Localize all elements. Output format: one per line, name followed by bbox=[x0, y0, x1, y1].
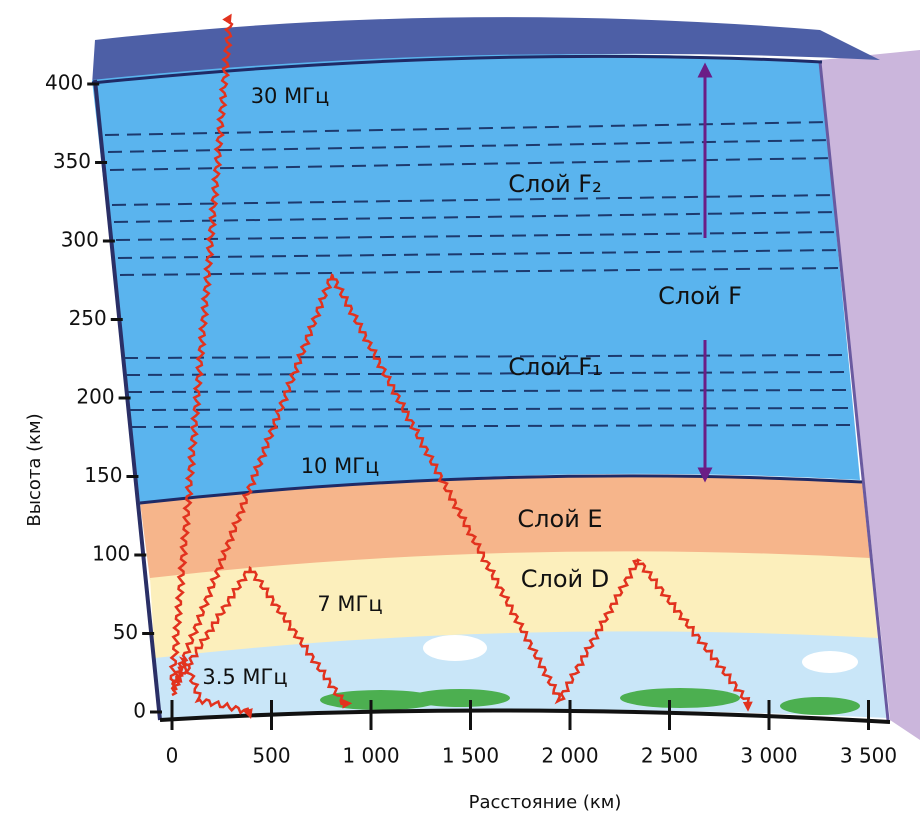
wave bbox=[171, 273, 753, 712]
y-tick-label: 400 bbox=[45, 71, 83, 95]
layer-label: Слой F bbox=[658, 282, 742, 310]
y-tick-label: 100 bbox=[92, 542, 130, 566]
x-tick-label: 3 000 bbox=[740, 744, 797, 768]
ticks: 0 50 100 150 200 250 300 350 400 0 500 1 000 1 500 2 … bbox=[45, 71, 897, 768]
wave-label: 10 МГц bbox=[301, 454, 380, 478]
x-axis-label: Расстояние (км) bbox=[469, 792, 622, 813]
wave bbox=[168, 13, 234, 686]
x-tick-label: 500 bbox=[252, 744, 290, 768]
wave bbox=[170, 656, 253, 720]
background bbox=[91, 17, 920, 740]
y-tick-label: 0 bbox=[133, 699, 146, 723]
x-tick-label: 0 bbox=[166, 744, 179, 768]
x-tick-label: 1 000 bbox=[342, 744, 399, 768]
x-tick-label: 1 500 bbox=[442, 744, 499, 768]
layer-label: Слой D bbox=[521, 565, 610, 593]
x-tick-label: 2 000 bbox=[541, 744, 598, 768]
dashes bbox=[104, 121, 856, 428]
layer-label: Слой E bbox=[517, 505, 602, 533]
y-tick-label: 200 bbox=[76, 385, 114, 409]
y-tick-label: 250 bbox=[69, 306, 107, 330]
y-tick-label: 150 bbox=[84, 463, 122, 487]
x-tick-label: 3 500 bbox=[840, 744, 897, 768]
layer-label: Слой F₁ bbox=[508, 353, 601, 381]
layer-label: Слой F₂ bbox=[508, 170, 601, 198]
scenery bbox=[159, 635, 891, 724]
waves bbox=[168, 13, 753, 720]
wave-label: 30 МГц bbox=[251, 84, 330, 108]
wave-label: 7 МГц bbox=[317, 592, 382, 616]
y-tick-label: 50 bbox=[113, 620, 138, 644]
y-tick-label: 350 bbox=[53, 149, 91, 173]
y-axis-label: Высота (км) bbox=[24, 413, 45, 526]
y-tick-label: 300 bbox=[61, 228, 99, 252]
x-tick-label: 2 500 bbox=[641, 744, 698, 768]
wave bbox=[171, 565, 353, 709]
wave-label: 3.5 МГц bbox=[202, 665, 287, 689]
